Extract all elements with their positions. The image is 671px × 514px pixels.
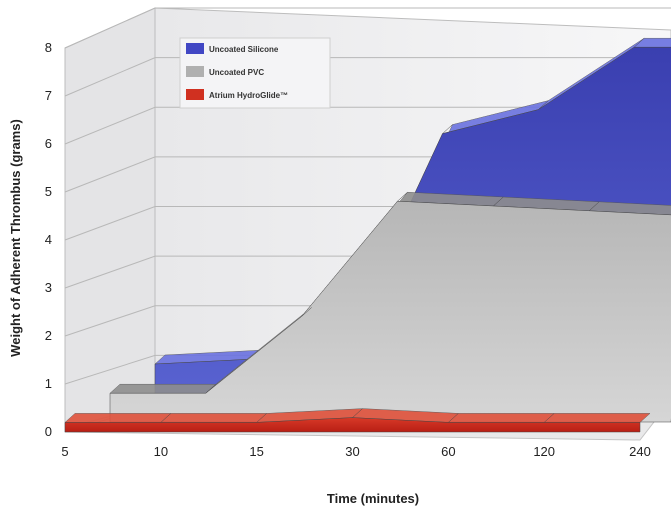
series-category-marker [301, 307, 312, 317]
y-tick-label: 5 [45, 184, 52, 199]
x-axis-title: Time (minutes) [327, 491, 419, 506]
x-tick-label: 120 [533, 444, 555, 459]
x-tick-label: 30 [345, 444, 359, 459]
legend-swatch-silicone [186, 43, 204, 54]
series-area-3 [64, 417, 641, 433]
y-tick-label: 6 [45, 136, 52, 151]
series-category-marker [205, 384, 217, 394]
legend-box [179, 37, 331, 109]
x-tick-label: 60 [441, 444, 455, 459]
series-category-marker [493, 196, 504, 207]
x-tick-label: 15 [249, 444, 263, 459]
x-tick-label: 240 [629, 444, 651, 459]
series-category-marker [538, 100, 549, 110]
x-tick-label: 10 [154, 444, 168, 459]
side-wall [64, 7, 156, 429]
y-tick-label: 8 [45, 40, 52, 55]
series-layer [64, 37, 671, 433]
series-category-marker [442, 124, 453, 134]
y-axis-ticks: 0 1 2 3 4 5 6 7 8 [45, 40, 52, 439]
y-tick-label: 4 [45, 232, 52, 247]
x-axis-ticks: 5 10 15 30 60 120 240 [61, 444, 650, 459]
y-tick-label: 0 [45, 424, 52, 439]
legend: Uncoated Silicone Uncoated PVC Atrium Hy… [179, 37, 331, 109]
series-category-marker [160, 413, 172, 423]
y-axis-title: Weight of Adherent Thrombus (grams) [8, 119, 23, 357]
series-category-marker [397, 192, 408, 202]
series-category-marker [588, 201, 600, 211]
series-category-marker [633, 38, 645, 48]
series-category-marker [448, 413, 459, 423]
legend-label-pvc: Uncoated PVC [209, 68, 264, 77]
legend-swatch-hydroglide [186, 89, 204, 100]
y-tick-label: 1 [45, 376, 52, 391]
y-tick-label: 7 [45, 88, 52, 103]
y-tick-label: 3 [45, 280, 52, 295]
legend-swatch-pvc [186, 66, 204, 77]
gridline [64, 7, 671, 49]
gridline [64, 57, 671, 97]
series-category-marker [543, 413, 555, 423]
x-tick-label: 5 [61, 444, 68, 459]
series-category-marker [256, 413, 267, 423]
legend-label-hydroglide: Atrium HydroGlide™ [209, 91, 288, 100]
gridline [64, 106, 671, 145]
series-category-marker [352, 408, 363, 418]
legend-label-silicone: Uncoated Silicone [209, 45, 279, 54]
y-tick-label: 2 [45, 328, 52, 343]
